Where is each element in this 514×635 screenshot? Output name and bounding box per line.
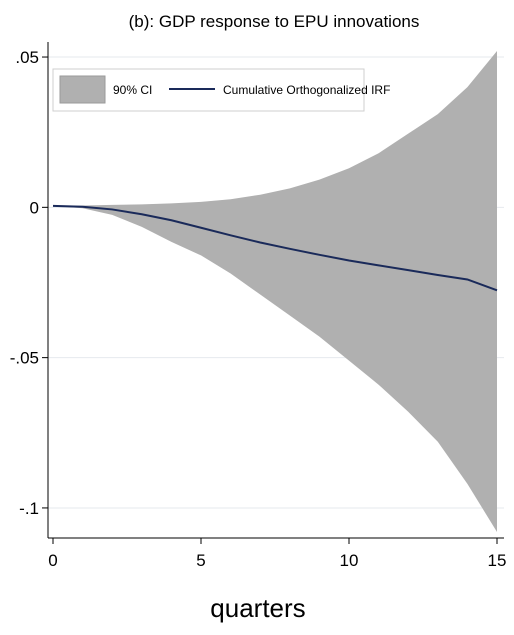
y-tick-label: -.05 xyxy=(10,349,39,368)
legend-label-irf: Cumulative Orthogonalized IRF xyxy=(223,83,390,97)
x-tick-label: 0 xyxy=(48,551,57,570)
legend: 90% CI Cumulative Orthogonalized IRF xyxy=(52,68,390,112)
legend-swatch-ci xyxy=(59,75,106,104)
x-tick-label: 5 xyxy=(196,551,205,570)
plot-area: .05 0 -.05 -.1 0 5 10 15 xyxy=(10,42,506,570)
irf-line xyxy=(52,204,498,292)
chart-title: (b): GDP response to EPU innovations xyxy=(129,12,420,31)
x-tick-label: 10 xyxy=(340,551,359,570)
y-axis-ticks: .05 0 -.05 -.1 xyxy=(10,48,48,518)
x-axis-ticks: 0 5 10 15 xyxy=(48,538,506,570)
y-tick-label: .05 xyxy=(15,48,39,67)
y-tick-label: 0 xyxy=(30,198,39,217)
x-tick-label: 15 xyxy=(488,551,507,570)
ci-band-area xyxy=(53,51,497,532)
y-tick-label: -.1 xyxy=(19,499,39,518)
x-axis-title: quarters xyxy=(210,593,305,623)
legend-label-ci: 90% CI xyxy=(113,83,152,97)
